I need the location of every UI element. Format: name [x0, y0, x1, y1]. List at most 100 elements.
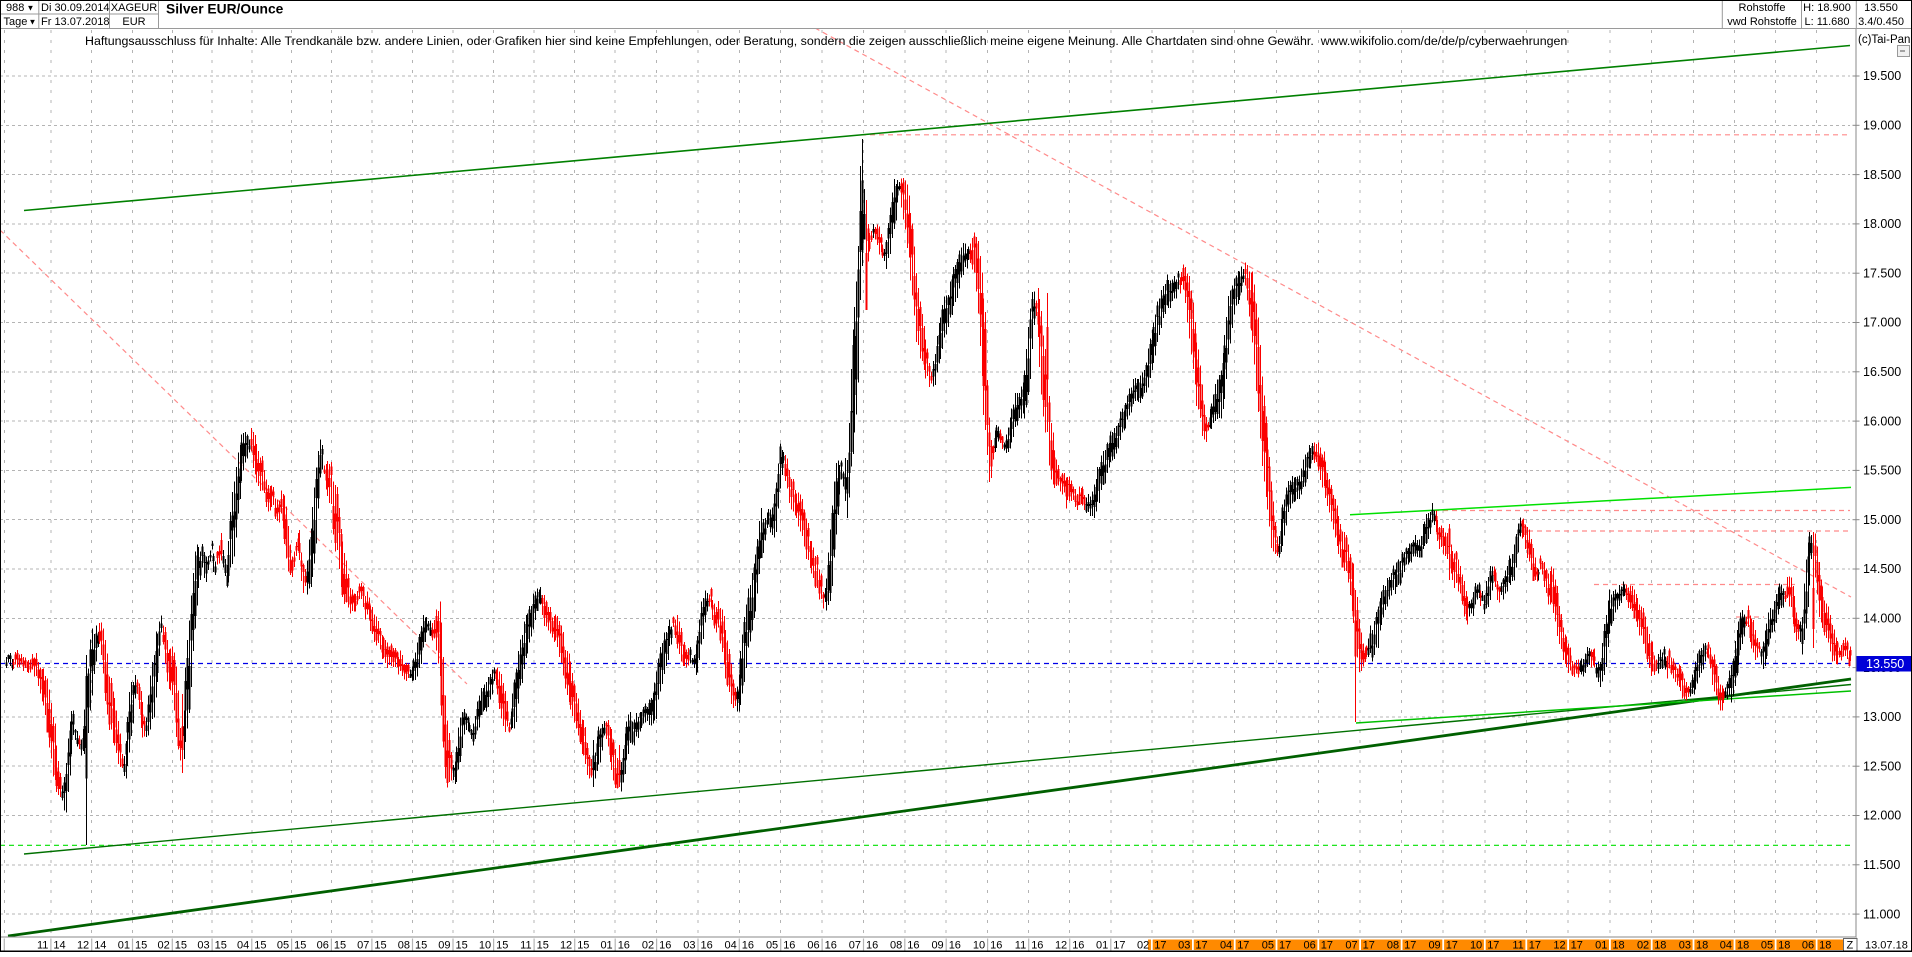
svg-text:XAGEUR: XAGEUR — [111, 2, 158, 14]
svg-text:17: 17 — [1363, 940, 1375, 952]
svg-text:17: 17 — [1446, 940, 1458, 952]
svg-text:15: 15 — [334, 940, 346, 952]
svg-text:15: 15 — [374, 940, 386, 952]
svg-text:11: 11 — [520, 940, 531, 952]
svg-text:15: 15 — [175, 940, 187, 952]
svg-text:04: 04 — [237, 940, 249, 952]
svg-text:17: 17 — [1529, 940, 1541, 952]
svg-text:13.07.18: 13.07.18 — [1865, 940, 1908, 952]
svg-text:01: 01 — [1096, 940, 1108, 952]
svg-text:988: 988 — [6, 2, 24, 14]
svg-text:13.550: 13.550 — [1864, 2, 1898, 14]
svg-text:L: 11.680: L: 11.680 — [1804, 16, 1849, 28]
svg-text:17: 17 — [1237, 940, 1249, 952]
svg-text:16: 16 — [866, 940, 878, 952]
svg-text:01: 01 — [118, 940, 130, 952]
svg-text:08: 08 — [398, 940, 410, 952]
svg-text:16: 16 — [659, 940, 671, 952]
svg-text:15: 15 — [456, 940, 468, 952]
svg-text:06: 06 — [1802, 940, 1814, 952]
svg-text:17: 17 — [1279, 940, 1291, 952]
svg-text:02: 02 — [1637, 940, 1649, 952]
svg-text:02: 02 — [642, 940, 654, 952]
svg-text:18: 18 — [1778, 940, 1790, 952]
svg-text:05: 05 — [1761, 940, 1773, 952]
svg-text:15: 15 — [496, 940, 508, 952]
svg-text:07: 07 — [357, 940, 369, 952]
svg-text:15: 15 — [135, 940, 147, 952]
svg-text:01: 01 — [1595, 940, 1607, 952]
svg-text:05: 05 — [1262, 940, 1274, 952]
svg-text:18: 18 — [1654, 940, 1666, 952]
svg-text:13.550: 13.550 — [1866, 657, 1904, 671]
svg-text:10: 10 — [479, 940, 491, 952]
svg-text:16.000: 16.000 — [1863, 414, 1901, 428]
svg-text:10: 10 — [973, 940, 985, 952]
svg-text:17: 17 — [1487, 940, 1499, 952]
svg-text:11: 11 — [1015, 940, 1026, 952]
svg-text:16: 16 — [907, 940, 919, 952]
svg-text:04: 04 — [1720, 940, 1732, 952]
svg-text:01: 01 — [600, 940, 612, 952]
svg-text:03: 03 — [683, 940, 695, 952]
svg-text:09: 09 — [438, 940, 450, 952]
svg-text:12: 12 — [77, 940, 89, 952]
svg-text:EUR: EUR — [122, 16, 145, 28]
svg-text:02: 02 — [1137, 940, 1149, 952]
svg-text:17: 17 — [1404, 940, 1416, 952]
svg-text:17: 17 — [1195, 940, 1207, 952]
svg-text:16: 16 — [1031, 940, 1043, 952]
svg-text:3.4/0.450: 3.4/0.450 — [1858, 16, 1904, 28]
svg-text:04: 04 — [1220, 940, 1232, 952]
svg-text:14: 14 — [53, 940, 65, 952]
svg-text:Rohstoffe: Rohstoffe — [1739, 2, 1786, 14]
svg-text:H: 18.900: H: 18.900 — [1803, 2, 1851, 14]
svg-text:18: 18 — [1819, 940, 1831, 952]
svg-text:06: 06 — [807, 940, 819, 952]
svg-text:12.500: 12.500 — [1863, 759, 1901, 773]
svg-text:14.000: 14.000 — [1863, 612, 1901, 626]
svg-text:16: 16 — [618, 940, 630, 952]
svg-text:17: 17 — [1321, 940, 1333, 952]
svg-text:17.000: 17.000 — [1863, 316, 1901, 330]
svg-text:08: 08 — [890, 940, 902, 952]
svg-text:15: 15 — [294, 940, 306, 952]
svg-text:06: 06 — [1304, 940, 1316, 952]
svg-text:19.000: 19.000 — [1863, 119, 1901, 133]
svg-text:18: 18 — [1612, 940, 1624, 952]
svg-text:Fr 13.07.2018: Fr 13.07.2018 — [41, 16, 110, 28]
svg-text:16: 16 — [990, 940, 1002, 952]
svg-text:18: 18 — [1737, 940, 1749, 952]
svg-text:12: 12 — [1055, 940, 1067, 952]
svg-text:17: 17 — [1571, 940, 1583, 952]
svg-text:04: 04 — [725, 940, 737, 952]
svg-text:17: 17 — [1154, 940, 1166, 952]
svg-text:05: 05 — [766, 940, 778, 952]
svg-text:03: 03 — [1679, 940, 1691, 952]
svg-text:16.500: 16.500 — [1863, 365, 1901, 379]
svg-text:16: 16 — [949, 940, 961, 952]
svg-text:18: 18 — [1696, 940, 1708, 952]
svg-text:Haftungsausschluss für Inhalte: Haftungsausschluss für Inhalte: Alle Tre… — [85, 34, 1567, 48]
svg-text:15.500: 15.500 — [1863, 464, 1901, 478]
svg-text:08: 08 — [1387, 940, 1399, 952]
svg-text:16: 16 — [783, 940, 795, 952]
svg-text:09: 09 — [1428, 940, 1440, 952]
svg-text:11: 11 — [1512, 940, 1523, 952]
svg-text:14: 14 — [94, 940, 106, 952]
svg-text:Silver EUR/Ounce: Silver EUR/Ounce — [166, 2, 284, 17]
svg-text:10: 10 — [1470, 940, 1482, 952]
svg-text:vwd Rohstoffe: vwd Rohstoffe — [1727, 16, 1797, 28]
svg-text:15: 15 — [537, 940, 549, 952]
svg-text:17: 17 — [1113, 940, 1125, 952]
svg-text:15: 15 — [215, 940, 227, 952]
svg-text:Di 30.09.2014: Di 30.09.2014 — [41, 2, 110, 14]
svg-text:15: 15 — [415, 940, 427, 952]
svg-text:16: 16 — [742, 940, 754, 952]
svg-text:18.500: 18.500 — [1863, 168, 1901, 182]
svg-text:12: 12 — [1553, 940, 1565, 952]
svg-text:03: 03 — [197, 940, 209, 952]
svg-text:(c)Tai-Pan: (c)Tai-Pan — [1858, 34, 1910, 46]
svg-text:15.000: 15.000 — [1863, 513, 1901, 527]
svg-text:11.000: 11.000 — [1863, 907, 1900, 921]
